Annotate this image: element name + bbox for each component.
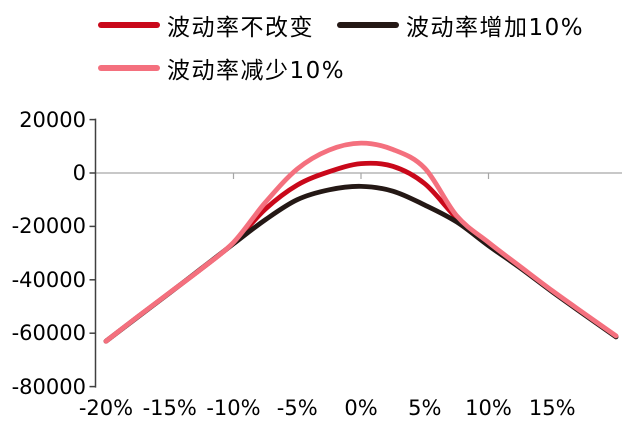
legend-label-vol-unchanged: 波动率不改变 bbox=[167, 15, 314, 41]
x-tick-label: 10% bbox=[465, 396, 512, 420]
legend-swatch-vol-up-10 bbox=[337, 22, 399, 28]
series-line-1 bbox=[103, 183, 619, 344]
x-tick-label: -10% bbox=[206, 396, 261, 420]
x-tick-label: -15% bbox=[142, 396, 197, 420]
y-tick-label: 20000 bbox=[19, 107, 86, 132]
y-tick-label: -60000 bbox=[11, 321, 86, 346]
legend-swatch-vol-unchanged bbox=[98, 22, 160, 28]
x-tick-label: 0% bbox=[344, 396, 378, 420]
x-tick-label: -20% bbox=[78, 396, 134, 420]
legend-label-vol-down-10: 波动率减少10% bbox=[167, 58, 346, 84]
legend-label-vol-up-10: 波动率增加10% bbox=[406, 15, 585, 41]
series-line-2 bbox=[103, 140, 619, 344]
y-tick-label: 0 bbox=[72, 161, 86, 185]
legend-item-vol-unchanged: 波动率不改变 bbox=[98, 13, 314, 41]
legend-item-vol-up-10: 波动率增加10% bbox=[337, 13, 584, 41]
series-line-0 bbox=[103, 160, 619, 344]
x-tick-label: 5% bbox=[408, 396, 442, 420]
legend-item-vol-down-10: 波动率减少10% bbox=[98, 56, 345, 84]
y-tick-label: -80000 bbox=[11, 374, 86, 399]
x-tick-label: -5% bbox=[276, 396, 318, 420]
y-tick-label: -40000 bbox=[11, 267, 86, 292]
x-tick-label: 15% bbox=[528, 396, 576, 420]
legend-swatch-vol-down-10 bbox=[98, 65, 160, 71]
y-tick-label: -20000 bbox=[11, 214, 86, 239]
